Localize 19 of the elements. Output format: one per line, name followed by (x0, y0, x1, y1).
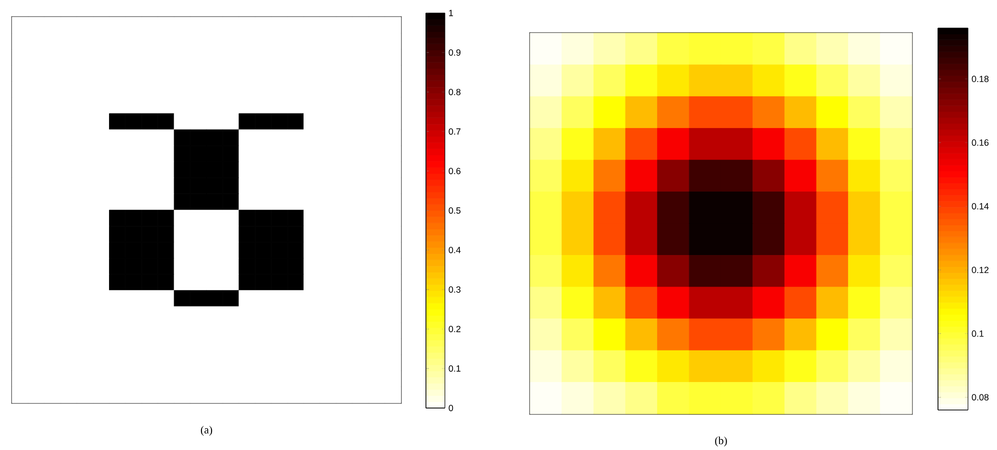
color-bar-label: 0.8 (448, 88, 460, 96)
color-bar-label: 0.16 (972, 139, 989, 146)
color-bar-label: 0.4 (448, 246, 461, 254)
color-bar-label: 0.1 (448, 365, 460, 372)
color-bar-label: 0.6 (448, 168, 460, 174)
text: (a) (200, 426, 212, 436)
color-bar-label: 0.1 (972, 330, 984, 337)
color-bar-label: 0.14 (972, 203, 989, 210)
color-bar-label: 0.3 (448, 286, 460, 293)
color-bar-label: 0.08 (972, 394, 989, 400)
color-bar-label: 1 (449, 10, 453, 16)
color-bar-label: 0 (448, 404, 454, 412)
text: (b) (715, 436, 727, 447)
color-bar-label: 0.9 (448, 49, 460, 56)
color-bar-label: 0.5 (448, 207, 461, 214)
color-bar-label: 0.7 (448, 128, 460, 135)
color-bar-label: 0.2 (448, 326, 460, 332)
color-bar-label: 0.18 (972, 76, 989, 82)
color-bar-label: 0.12 (972, 266, 988, 274)
